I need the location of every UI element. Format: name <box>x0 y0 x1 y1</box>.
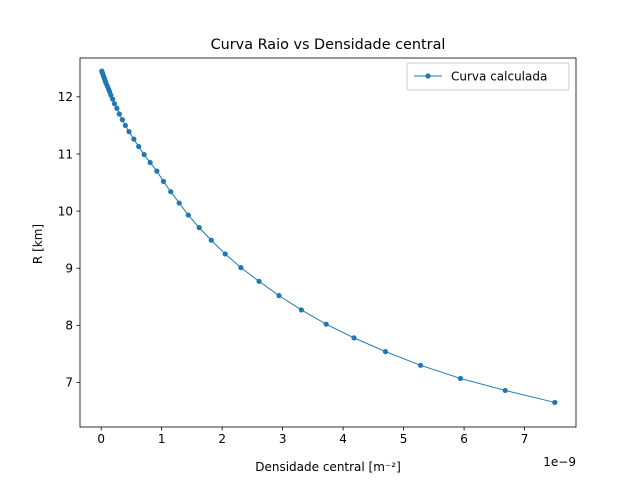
x-tick-label: 2 <box>218 432 226 446</box>
plot-area <box>79 57 577 428</box>
x-axis: 0 1 2 3 4 5 6 7 <box>97 427 528 446</box>
data-point <box>185 212 191 218</box>
series-layer <box>99 68 558 406</box>
data-point <box>114 105 120 111</box>
x-tick-label: 0 <box>97 432 105 446</box>
data-point <box>154 168 160 174</box>
x-tick-label: 5 <box>400 432 408 446</box>
data-point <box>122 122 128 129</box>
data-point <box>196 225 202 231</box>
data-point <box>276 293 282 299</box>
data-point <box>417 362 424 368</box>
data-point <box>131 136 137 142</box>
y-tick-label: 9 <box>65 262 73 276</box>
data-point <box>502 387 508 394</box>
y-tick-label: 12 <box>58 90 73 104</box>
data-point <box>382 349 389 355</box>
x-offset-text: 1e−9 <box>543 455 576 469</box>
legend-box <box>406 62 570 91</box>
plot-frame <box>79 57 577 428</box>
y-tick-label: 11 <box>58 147 73 161</box>
data-point <box>176 200 182 206</box>
y-tick-label: 8 <box>65 319 73 333</box>
x-tick-label: 3 <box>279 432 287 446</box>
data-point <box>116 111 122 117</box>
data-point <box>119 117 125 123</box>
data-point <box>298 307 304 313</box>
data-point <box>323 321 329 327</box>
data-point <box>552 399 558 406</box>
data-point <box>222 251 228 257</box>
legend-label: Curva calculada <box>451 70 547 84</box>
x-tick-label: 6 <box>460 432 468 446</box>
x-axis-label: Densidade central [m⁻²] <box>255 460 401 474</box>
chart-title: Curva Raio vs Densidade central <box>211 37 446 53</box>
data-point <box>126 129 132 135</box>
data-point <box>160 178 167 184</box>
data-point <box>136 143 142 150</box>
y-axis: 7 8 9 10 11 12 <box>58 90 80 390</box>
x-tick-label: 4 <box>339 432 347 446</box>
y-tick-label: 7 <box>65 376 73 390</box>
data-point <box>457 375 464 382</box>
y-axis-label: R [km] <box>31 224 45 264</box>
series-line <box>101 70 555 403</box>
data-point <box>208 237 214 243</box>
data-point <box>108 92 114 98</box>
data-point <box>168 189 174 195</box>
x-tick-label: 7 <box>521 432 529 446</box>
legend-marker-sample <box>425 73 431 79</box>
data-point <box>141 151 147 158</box>
legend: Curva calculada <box>406 62 570 91</box>
data-point <box>351 335 357 341</box>
data-point <box>111 101 118 107</box>
data-point <box>238 265 244 271</box>
x-tick-label: 1 <box>158 432 166 446</box>
data-point <box>110 96 116 102</box>
data-point <box>147 159 153 166</box>
y-tick-label: 10 <box>58 204 73 218</box>
data-point <box>256 278 262 284</box>
